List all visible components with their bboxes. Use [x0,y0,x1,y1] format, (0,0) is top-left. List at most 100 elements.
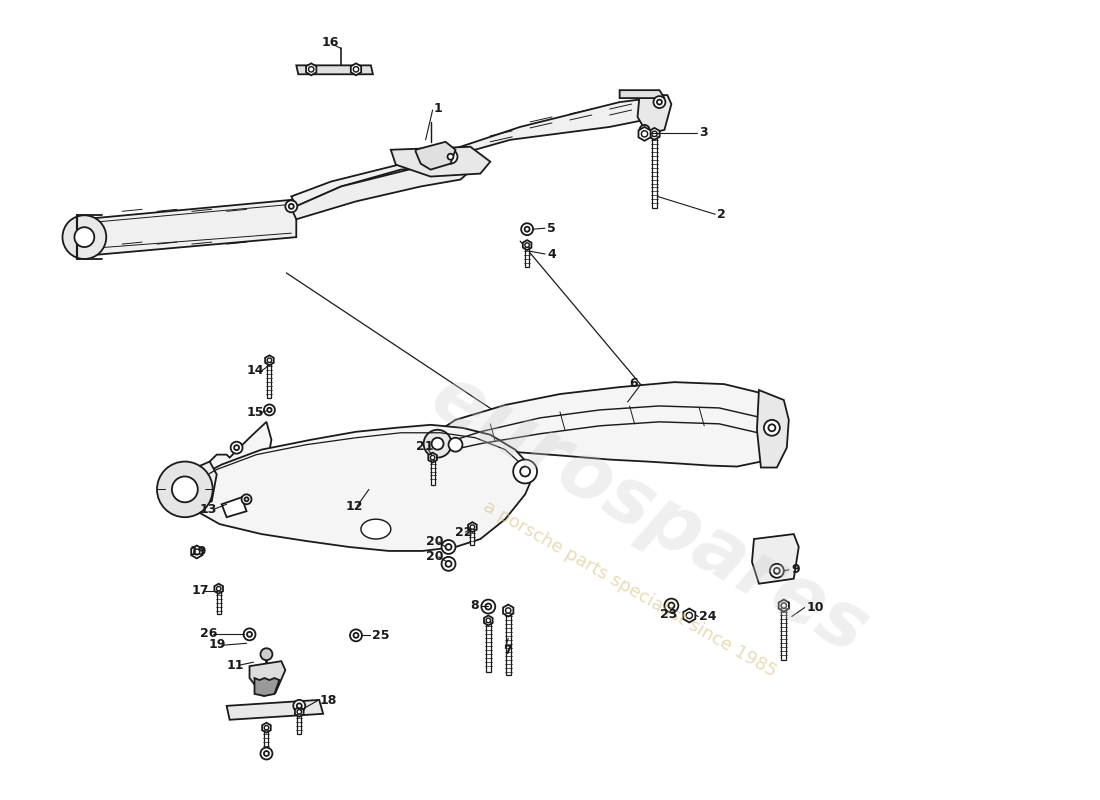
Text: 16: 16 [321,36,339,49]
Circle shape [350,630,362,642]
Polygon shape [207,422,272,519]
Circle shape [446,561,451,567]
Text: 3: 3 [700,126,708,139]
Text: eurospares: eurospares [418,358,881,670]
Circle shape [763,420,780,436]
Circle shape [267,358,272,362]
Bar [430,458,434,486]
Text: 1: 1 [433,102,442,114]
Circle shape [231,442,243,454]
Circle shape [639,125,649,135]
Text: 20: 20 [426,550,443,563]
Bar [506,610,510,675]
Circle shape [769,424,776,431]
Bar [264,728,268,750]
Polygon shape [683,609,695,622]
Text: 22: 22 [455,526,473,538]
Circle shape [653,96,666,108]
Polygon shape [649,128,660,140]
Polygon shape [390,146,491,177]
Circle shape [297,703,301,708]
Circle shape [664,598,679,613]
Text: 17: 17 [191,584,209,597]
Polygon shape [82,199,296,256]
Polygon shape [295,707,304,717]
Text: 19: 19 [209,638,227,650]
Circle shape [781,603,786,608]
Text: 5: 5 [547,222,556,234]
Circle shape [234,445,239,450]
Polygon shape [522,240,531,250]
Circle shape [642,128,647,132]
Polygon shape [469,522,476,532]
Circle shape [441,540,455,554]
Bar [525,245,529,267]
Circle shape [308,66,314,72]
Polygon shape [638,127,650,141]
Text: 13: 13 [200,502,217,516]
Circle shape [482,600,495,614]
Polygon shape [265,355,274,366]
Circle shape [353,633,359,638]
Circle shape [441,557,455,571]
Text: 23: 23 [660,608,678,621]
Circle shape [446,544,451,550]
Polygon shape [416,142,455,170]
Circle shape [172,477,198,502]
Bar [486,621,491,672]
Text: 15: 15 [246,406,264,419]
Bar [267,360,272,398]
Polygon shape [292,162,475,219]
Polygon shape [250,661,285,696]
Polygon shape [757,390,789,467]
Circle shape [248,632,252,637]
Circle shape [443,150,458,164]
Circle shape [294,700,305,712]
Polygon shape [426,382,784,466]
Polygon shape [180,425,535,551]
Circle shape [521,223,534,235]
Circle shape [63,215,107,259]
Circle shape [285,200,297,212]
Polygon shape [296,66,373,74]
Bar [471,527,474,545]
Circle shape [448,154,453,160]
Ellipse shape [361,519,390,539]
Polygon shape [351,63,361,75]
Bar [781,606,786,660]
Circle shape [264,751,268,756]
Polygon shape [227,700,323,720]
Polygon shape [254,678,279,696]
Text: 9: 9 [792,563,801,576]
Circle shape [525,243,529,247]
Text: 8: 8 [471,599,478,612]
Bar [652,134,657,208]
Circle shape [470,525,474,530]
Circle shape [514,459,537,483]
Circle shape [297,710,301,714]
Circle shape [194,549,200,555]
Circle shape [770,564,784,578]
Polygon shape [638,95,671,134]
Polygon shape [779,600,789,611]
Circle shape [430,455,434,460]
Bar [217,589,221,614]
Polygon shape [306,63,317,75]
Circle shape [261,648,273,660]
Text: 18: 18 [319,694,337,707]
Circle shape [242,494,252,504]
Circle shape [669,602,674,609]
Text: 24: 24 [700,610,717,623]
Polygon shape [428,453,437,462]
Circle shape [289,204,294,209]
Polygon shape [262,722,271,733]
Text: 12: 12 [346,500,363,513]
Circle shape [243,629,255,640]
Text: 4: 4 [547,247,556,261]
Circle shape [449,438,462,452]
Circle shape [424,430,451,458]
Circle shape [353,66,359,72]
Polygon shape [191,546,202,558]
Text: 11: 11 [227,658,244,672]
Circle shape [157,462,212,517]
